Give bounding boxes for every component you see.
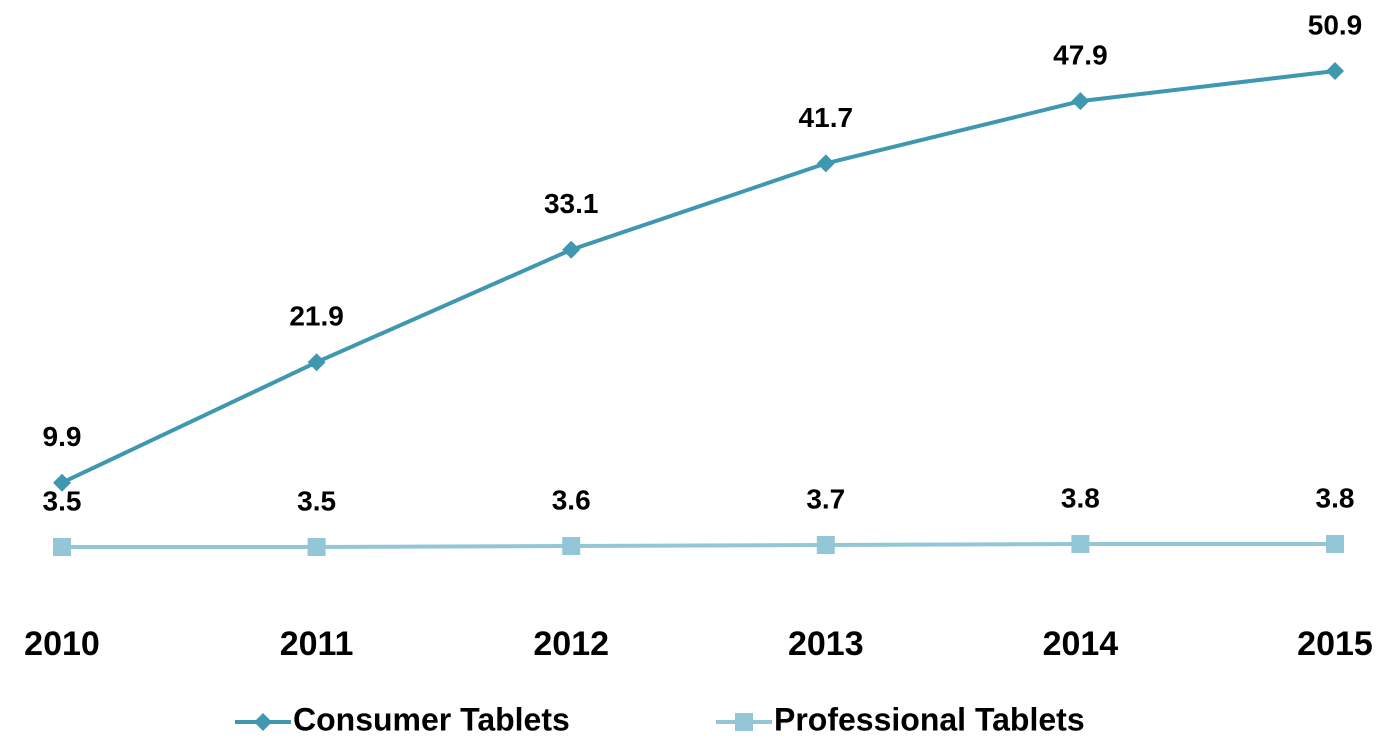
series-line (62, 541, 1335, 549)
x-tick-label: 2015 (1297, 625, 1373, 663)
point-marker (307, 538, 326, 556)
point-marker (562, 240, 581, 259)
point-marker (1071, 92, 1090, 111)
point-marker (53, 473, 71, 492)
data-label: 3.5 (297, 485, 336, 516)
data-label: 3.8 (1061, 482, 1100, 513)
data-label: 41.7 (799, 102, 854, 133)
data-label: 9.9 (43, 421, 82, 452)
data-label: 3.7 (806, 483, 845, 514)
x-tick-label: 2013 (788, 625, 864, 663)
data-label: 3.5 (43, 485, 82, 516)
point-marker (816, 535, 835, 554)
legend-label: Professional Tablets (774, 701, 1085, 737)
series-line (61, 69, 1336, 485)
point-marker (1071, 534, 1090, 553)
data-label: 50.9 (1308, 9, 1363, 40)
data-label: 3.6 (552, 484, 591, 515)
x-tick-label: 2012 (533, 625, 609, 663)
point-marker (307, 353, 326, 372)
point-marker (53, 538, 71, 556)
point-marker (562, 536, 581, 555)
point-marker (1326, 534, 1344, 553)
x-tick-label: 2011 (280, 625, 354, 663)
point-marker (1326, 62, 1344, 80)
data-label: 33.1 (544, 188, 599, 219)
legend-label: Consumer Tablets (293, 701, 570, 737)
legend-marker (735, 713, 753, 731)
data-label: 47.9 (1053, 40, 1108, 71)
data-label: 3.8 (1316, 482, 1355, 513)
point-marker (816, 154, 835, 173)
x-tick-label: 2014 (1043, 625, 1119, 663)
legend-marker (254, 713, 272, 731)
data-label: 21.9 (289, 301, 344, 332)
x-tick-label: 2010 (24, 625, 100, 663)
